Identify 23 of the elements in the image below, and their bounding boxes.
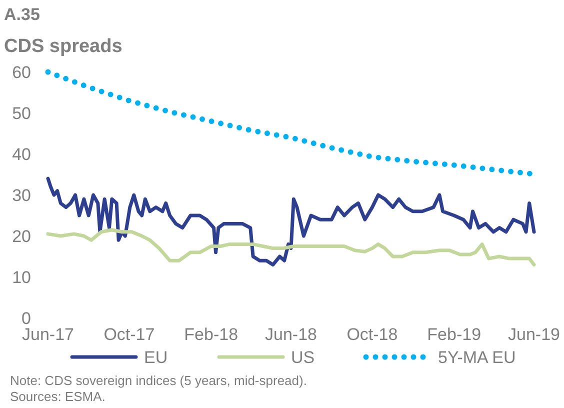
chart-title: A.35 — [4, 5, 40, 24]
x-tick-label: Oct-18 — [346, 325, 398, 344]
y-tick-label: 20 — [12, 227, 31, 246]
legend-label: EU — [144, 348, 168, 367]
y-tick-label: 10 — [12, 268, 31, 287]
y-tick-label: 50 — [12, 104, 31, 123]
y-tick-label: 30 — [12, 186, 31, 205]
legend-label: 5Y-MA EU — [438, 348, 516, 367]
chart-subtitle: CDS spreads — [4, 36, 122, 57]
legend-label: US — [291, 348, 315, 367]
x-tick-label: Feb-19 — [427, 325, 482, 344]
x-tick-label: Oct-17 — [104, 325, 155, 344]
x-tick-label: Jun-17 — [22, 325, 74, 344]
x-tick-label: Feb-18 — [184, 325, 238, 344]
y-tick-label: 0 — [22, 309, 31, 328]
y-tick-label: 60 — [12, 63, 31, 82]
y-tick-label: 40 — [12, 145, 31, 164]
x-tick-label: Jun-18 — [265, 325, 317, 344]
line-series — [46, 228, 536, 266]
text: Note: CDS sovereign indices (5 years, mid-spread). — [10, 373, 307, 388]
x-tick-label: Jun-19 — [508, 325, 560, 344]
source-note: Sources: ESMA. — [10, 389, 106, 404]
line-series — [46, 176, 536, 266]
